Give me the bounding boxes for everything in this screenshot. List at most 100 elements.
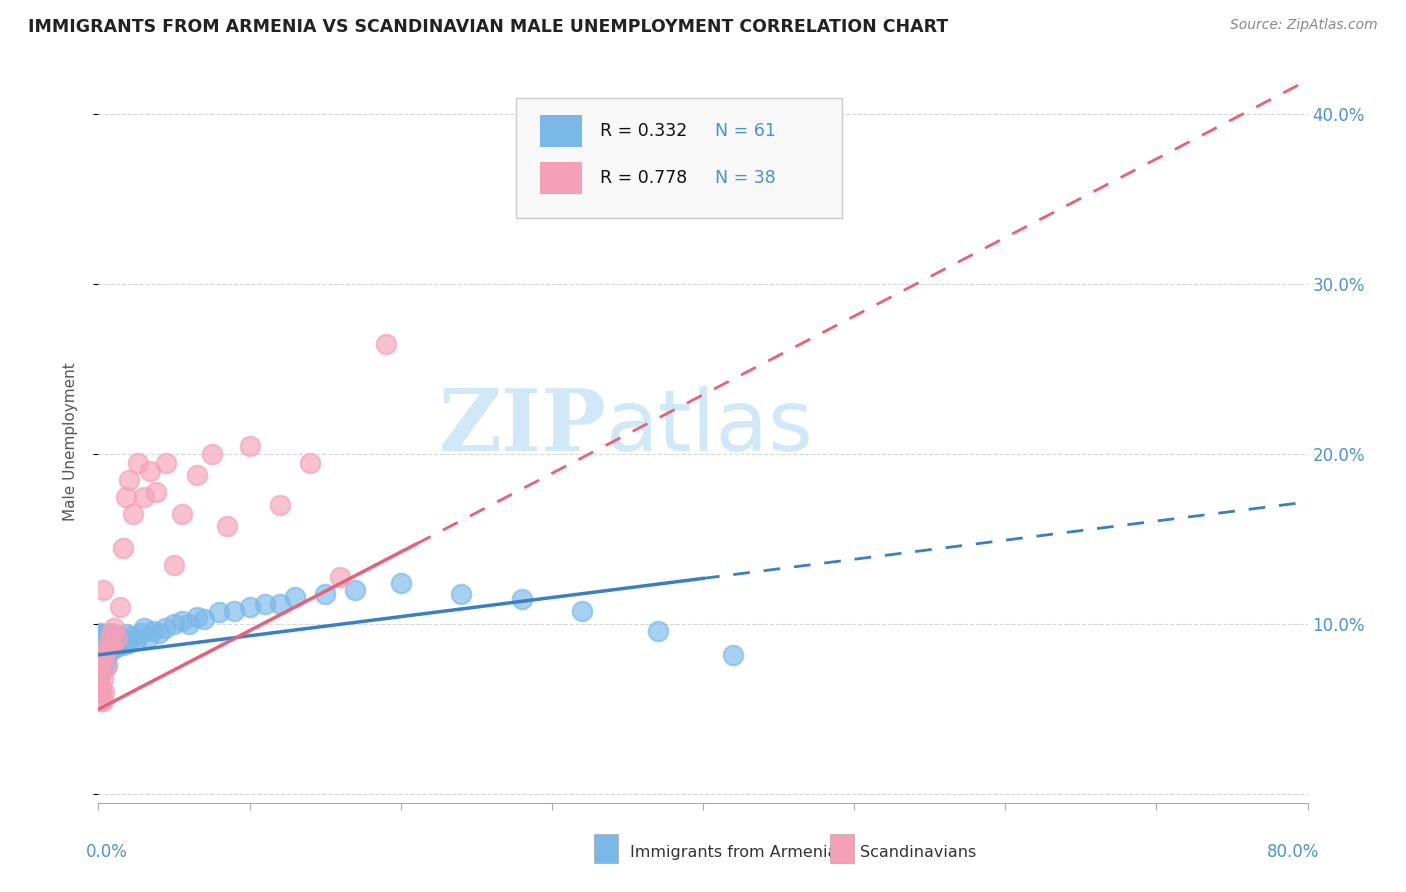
Point [269, 597, 291, 611]
Text: IMMIGRANTS FROM ARMENIA VS SCANDINAVIAN MALE UNEMPLOYMENT CORRELATION CHART: IMMIGRANTS FROM ARMENIA VS SCANDINAVIAN … [28, 18, 949, 36]
Point [193, 612, 215, 626]
Point [93, 685, 115, 699]
Y-axis label: Male Unemployment: Male Unemployment [63, 362, 77, 521]
Text: 0.0%: 0.0% [86, 843, 128, 861]
FancyBboxPatch shape [516, 98, 842, 218]
Point [93, 655, 115, 669]
Point [314, 587, 336, 601]
Point [647, 624, 669, 639]
Point [571, 604, 593, 618]
Point [89, 694, 111, 708]
Point [139, 464, 162, 478]
Point [89, 677, 111, 691]
Point [91, 658, 114, 673]
Point [91, 672, 114, 686]
Point [90, 663, 112, 677]
Point [91, 694, 114, 708]
Point [90, 638, 112, 652]
Point [90, 655, 112, 669]
FancyBboxPatch shape [595, 834, 619, 863]
FancyBboxPatch shape [540, 161, 582, 194]
Point [136, 631, 159, 645]
Text: Source: ZipAtlas.com: Source: ZipAtlas.com [1230, 18, 1378, 32]
Point [94, 638, 117, 652]
Point [93, 641, 115, 656]
Point [239, 439, 262, 453]
Point [93, 648, 115, 662]
Point [89, 668, 111, 682]
Point [105, 631, 128, 645]
Point [239, 600, 262, 615]
Point [374, 336, 396, 351]
Point [94, 660, 117, 674]
Point [215, 518, 238, 533]
Text: Scandinavians: Scandinavians [860, 845, 976, 860]
FancyBboxPatch shape [830, 834, 855, 863]
Point [101, 642, 124, 657]
Point [98, 634, 121, 648]
Point [510, 591, 533, 606]
Point [89, 634, 111, 648]
Point [142, 624, 165, 639]
Point [96, 646, 118, 660]
Text: ZIP: ZIP [439, 385, 606, 469]
Point [111, 638, 134, 652]
Point [329, 570, 352, 584]
Point [284, 590, 307, 604]
Point [89, 642, 111, 657]
Point [125, 632, 148, 647]
Point [108, 600, 131, 615]
Point [103, 627, 125, 641]
Point [723, 648, 745, 662]
Point [153, 621, 176, 635]
Point [269, 498, 291, 512]
Point [91, 648, 114, 662]
Point [111, 541, 134, 555]
Point [299, 456, 322, 470]
Text: N = 61: N = 61 [716, 122, 776, 140]
Point [96, 634, 118, 648]
Point [94, 627, 117, 641]
Point [344, 583, 367, 598]
Point [121, 629, 143, 643]
Point [186, 610, 208, 624]
Point [127, 456, 149, 470]
Point [170, 614, 193, 628]
Point [208, 606, 231, 620]
Point [170, 507, 193, 521]
Point [179, 617, 201, 632]
Point [89, 625, 111, 640]
Point [93, 631, 115, 645]
Point [145, 484, 167, 499]
Point [122, 507, 145, 521]
Point [186, 467, 208, 482]
Point [104, 638, 127, 652]
Text: R = 0.332: R = 0.332 [600, 122, 688, 140]
Point [100, 641, 122, 656]
FancyBboxPatch shape [540, 114, 582, 147]
Point [100, 625, 122, 640]
Point [132, 490, 155, 504]
Point [132, 621, 155, 635]
Point [94, 648, 117, 662]
Text: N = 38: N = 38 [716, 169, 776, 186]
Point [201, 447, 224, 461]
Point [129, 625, 152, 640]
Point [90, 685, 112, 699]
Point [91, 583, 114, 598]
Point [110, 631, 132, 645]
Point [93, 653, 115, 667]
Point [118, 636, 141, 650]
Text: 80.0%: 80.0% [1267, 843, 1320, 861]
Text: Immigrants from Armenia: Immigrants from Armenia [630, 845, 838, 860]
Text: atlas: atlas [606, 385, 814, 468]
Point [224, 604, 246, 618]
Point [91, 632, 114, 647]
Point [114, 490, 136, 504]
Point [450, 587, 472, 601]
Point [105, 629, 128, 643]
Point [163, 617, 186, 632]
Point [96, 658, 118, 673]
Point [89, 665, 111, 679]
Point [96, 642, 118, 657]
